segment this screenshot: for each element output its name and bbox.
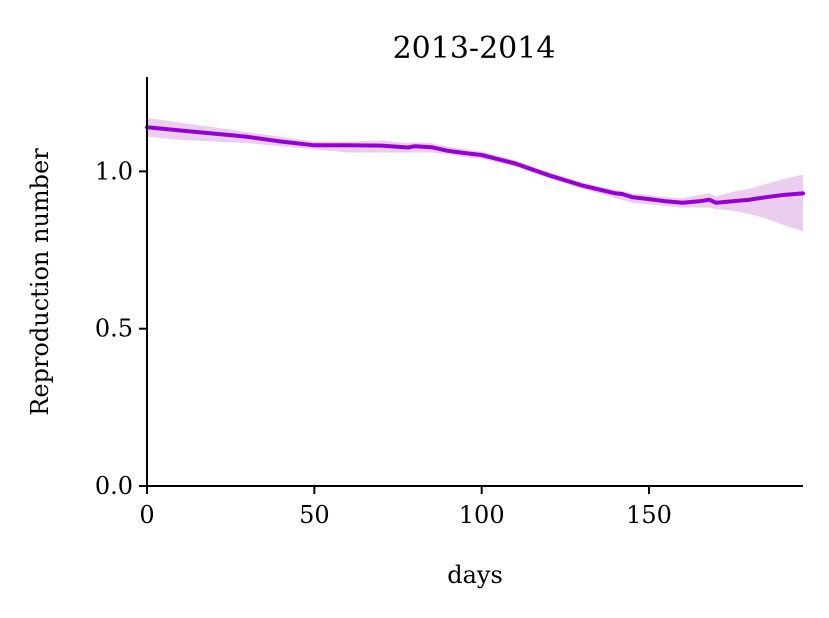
series-line (145, 125, 805, 205)
y-axis-label: Reproduction number (26, 148, 54, 416)
chart-title: 2013-2014 (393, 31, 556, 66)
y-tick-label: 1.0 (95, 157, 133, 185)
y-tick-label: 0.5 (95, 315, 133, 343)
x-tick-label: 50 (299, 501, 330, 529)
x-tick-label: 100 (459, 501, 505, 529)
y-ticks: 0.0 0.5 1.0 (95, 157, 147, 500)
x-ticks: 0 50 100 150 (139, 486, 672, 529)
x-axis-label: days (447, 561, 503, 589)
x-tick-label: 150 (626, 501, 672, 529)
x-tick-label: 0 (139, 501, 154, 529)
y-tick-label: 0.0 (95, 472, 133, 500)
